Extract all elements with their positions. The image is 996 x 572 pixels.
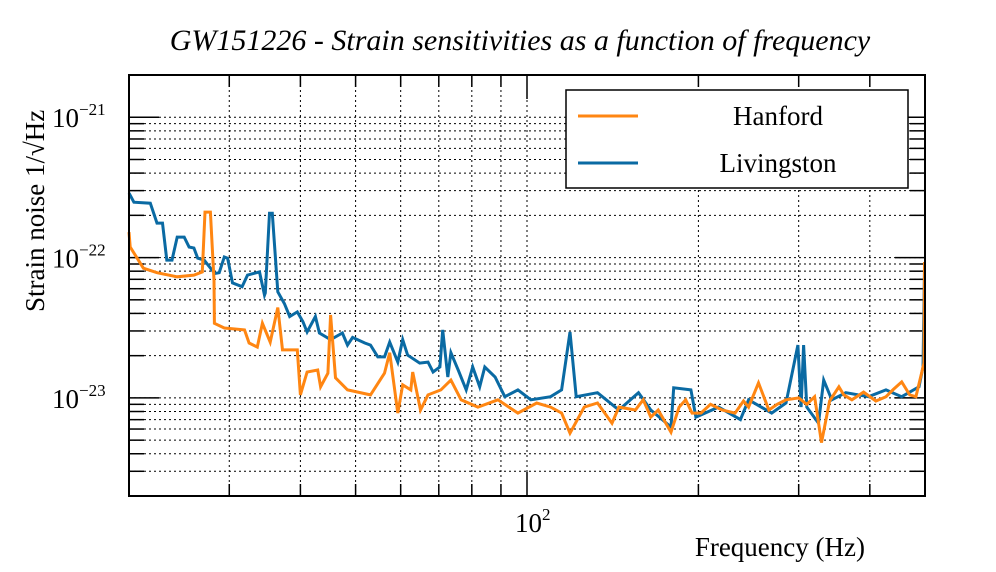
legend: Hanford Livingston [565,89,909,189]
series-line-hanford [127,210,926,443]
series-lines [127,192,926,443]
tick-labels: 102 10−21 10−22 10−23 [52,100,551,538]
y-tick-label: 10−22 [52,241,106,274]
plot-frame [128,74,926,497]
y-axis-label: Strain noise 1/√Hz [20,110,50,312]
legend-box [565,89,909,189]
legend-label-livingston: Livingston [719,148,837,178]
y-tick-label: 10−21 [52,100,106,133]
x-axis-label: Frequency (Hz) [695,532,865,562]
x-tick-label: 102 [515,505,551,538]
chart-title: GW151226 - Strain sensitivities as a fun… [170,24,871,57]
y-tick-label: 10−23 [52,381,106,414]
axis-ticks [129,75,925,496]
legend-label-hanford: Hanford [733,101,823,131]
